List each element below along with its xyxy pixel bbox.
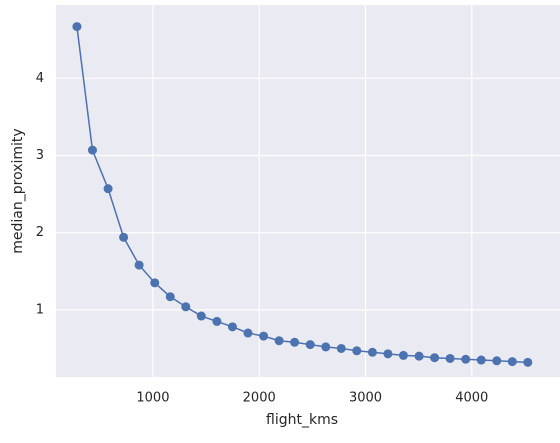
point [445,353,455,363]
x-tick-label: 4000 [455,391,488,406]
point [119,232,129,242]
plot-area [56,5,560,377]
point [430,353,440,363]
point [290,337,300,347]
y-axis-label: median_proximity [10,128,26,253]
point [321,342,331,352]
point [476,355,486,365]
point [259,331,269,341]
point [87,145,97,155]
point [181,302,191,312]
point [383,349,393,359]
x-tick-label: 3000 [349,391,382,406]
point [492,356,502,366]
point [165,292,175,302]
point [103,184,113,194]
point [367,347,377,357]
point [336,343,346,353]
point [227,322,237,332]
point [305,340,315,350]
x-axis-label: flight_kms [266,412,338,428]
point [398,350,408,360]
y-tick-label: 4 [36,71,44,86]
point [274,336,284,346]
point [461,354,471,364]
point [212,316,222,326]
x-tick-label: 2000 [243,391,276,406]
y-tick-label: 2 [36,225,44,240]
point [72,22,82,32]
point [196,311,206,321]
y-tick-label: 3 [36,148,44,163]
x-tick-label: 1000 [136,391,169,406]
y-tick-label: 1 [36,302,44,317]
point [414,351,424,361]
point [523,357,533,367]
point [134,260,144,270]
point [150,278,160,288]
point [352,346,362,356]
point [507,357,517,367]
point [243,328,253,338]
